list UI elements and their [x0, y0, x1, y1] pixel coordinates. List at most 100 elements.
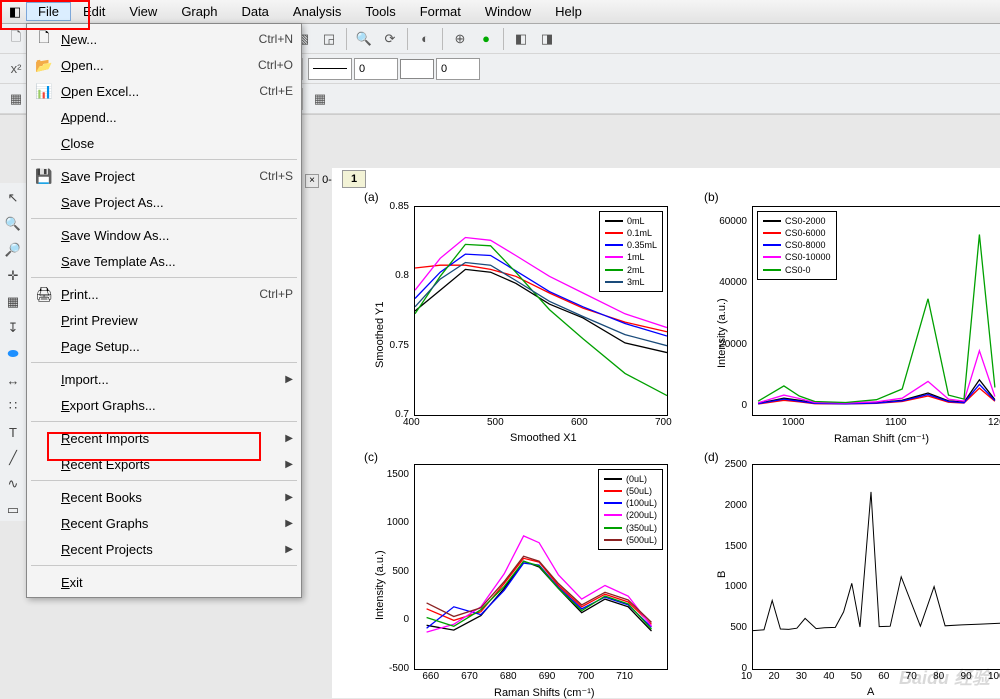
menu-separator: [31, 565, 297, 566]
fill-color-select[interactable]: [400, 59, 434, 79]
ellipse-tool[interactable]: ⬬: [2, 343, 24, 365]
submenu-arrow-icon: ▶: [285, 518, 293, 529]
menu-item-label: Append...: [55, 110, 293, 125]
submenu-arrow-icon: ▶: [285, 433, 293, 444]
file-menu-recent-projects[interactable]: Recent Projects▶: [27, 536, 301, 562]
file-menu-recent-exports[interactable]: Recent Exports▶: [27, 451, 301, 477]
graph-tab-1[interactable]: 1: [342, 170, 366, 188]
line-width-select[interactable]: 0: [354, 58, 398, 80]
tb-h[interactable]: 🔍: [352, 27, 376, 51]
superscript-button[interactable]: x²: [4, 57, 28, 81]
menu-view[interactable]: View: [117, 2, 169, 21]
tb3-a[interactable]: ▦: [4, 87, 28, 111]
line-tool[interactable]: ╱: [2, 447, 24, 469]
tb-l[interactable]: ●: [474, 27, 498, 51]
menu-item-label: Save Window As...: [55, 228, 293, 243]
menu-item-label: Exit: [55, 575, 293, 590]
tb-j[interactable]: ◐: [413, 27, 437, 51]
panel-c-label: (c): [364, 450, 378, 464]
menu-separator: [31, 159, 297, 160]
chart-d-ylabel: B: [716, 571, 728, 578]
border-width-select[interactable]: 0: [436, 58, 480, 80]
note-close-button[interactable]: ×: [305, 174, 319, 188]
file-menu-new[interactable]: 🗋New...Ctrl+N: [27, 26, 301, 52]
file-menu-export-graphs[interactable]: Export Graphs...: [27, 392, 301, 418]
arrow-tool[interactable]: ↧: [2, 317, 24, 339]
file-menu-exit[interactable]: Exit: [27, 569, 301, 595]
file-menu-page-setup[interactable]: Page Setup...: [27, 333, 301, 359]
menu-item-shortcut: Ctrl+P: [259, 287, 293, 301]
file-menu-save-project[interactable]: 💾Save ProjectCtrl+S: [27, 163, 301, 189]
file-menu-save-template-as[interactable]: Save Template As...: [27, 248, 301, 274]
menu-item-label: Close: [55, 136, 293, 151]
submenu-arrow-icon: ▶: [285, 492, 293, 503]
menu-edit[interactable]: Edit: [71, 2, 117, 21]
menu-item-icon: 📂: [33, 57, 55, 74]
file-menu-recent-books[interactable]: Recent Books▶: [27, 484, 301, 510]
menu-item-label: Recent Imports: [55, 431, 279, 446]
menu-graph[interactable]: Graph: [169, 2, 229, 21]
menu-separator: [31, 421, 297, 422]
file-menu-open[interactable]: 📂Open...Ctrl+O: [27, 52, 301, 78]
legend: CS0-2000CS0-6000CS0-8000CS0-10000CS0-0: [757, 211, 837, 280]
line-style-select[interactable]: [308, 58, 352, 80]
text-tool[interactable]: T: [2, 421, 24, 443]
tb-k[interactable]: ⊕: [448, 27, 472, 51]
file-menu-print[interactable]: 🖨Print...Ctrl+P: [27, 281, 301, 307]
menu-item-shortcut: Ctrl+O: [258, 58, 293, 72]
tb-i[interactable]: ⟳: [378, 27, 402, 51]
chart-c-ylabel: Intensity (a.u.): [374, 550, 386, 620]
pointer-tool[interactable]: ↖: [2, 187, 24, 209]
new-project-button[interactable]: 🗋: [4, 27, 28, 51]
menu-bar: ◧ FileEditViewGraphDataAnalysisToolsForm…: [0, 0, 1000, 24]
menu-item-icon: 🖨: [33, 286, 55, 303]
file-menu-append[interactable]: Append...: [27, 104, 301, 130]
file-menu-import[interactable]: Import...▶: [27, 366, 301, 392]
menu-item-icon: 🗋: [33, 27, 55, 51]
file-menu-save-project-as[interactable]: Save Project As...: [27, 189, 301, 215]
menu-data[interactable]: Data: [229, 2, 280, 21]
chart-b-xlabel: Raman Shift (cm⁻¹): [834, 432, 929, 445]
file-menu-close[interactable]: Close: [27, 130, 301, 156]
chart-c-xlabel: Raman Shifts (cm⁻¹): [494, 686, 595, 699]
range-tool[interactable]: ↔: [2, 369, 24, 391]
menu-separator: [31, 362, 297, 363]
menu-item-shortcut: Ctrl+S: [259, 169, 293, 183]
menu-item-label: Save Project As...: [55, 195, 293, 210]
menu-item-label: Open...: [55, 58, 258, 73]
file-menu-save-window-as[interactable]: Save Window As...: [27, 222, 301, 248]
grid-tool[interactable]: ▦: [2, 291, 24, 313]
zoom-out-tool[interactable]: 🔎: [2, 239, 24, 261]
tb-m[interactable]: ◧: [509, 27, 533, 51]
tb3-k[interactable]: ▦: [308, 87, 332, 111]
zoom-in-tool[interactable]: 🔍: [2, 213, 24, 235]
tb-n[interactable]: ◨: [535, 27, 559, 51]
menu-help[interactable]: Help: [543, 2, 594, 21]
menu-item-label: Import...: [55, 372, 279, 387]
file-menu-recent-imports[interactable]: Recent Imports ▶: [27, 425, 301, 451]
menu-format[interactable]: Format: [408, 2, 473, 21]
menu-analysis[interactable]: Analysis: [281, 2, 353, 21]
file-menu-open-excel[interactable]: 📊Open Excel...Ctrl+E: [27, 78, 301, 104]
file-menu-recent-graphs[interactable]: Recent Graphs▶: [27, 510, 301, 536]
graph-panel: 1 (a) 4005006007000.70.750.80.850mL0.1mL…: [332, 168, 1000, 698]
menu-item-label: Save Project: [55, 169, 259, 184]
menu-file[interactable]: File: [26, 2, 71, 21]
curve-tool[interactable]: ∿: [2, 473, 24, 495]
tb-g[interactable]: ◲: [317, 27, 341, 51]
vertical-toolbar: ↖ 🔍 🔎 ✛ ▦ ↧ ⬬ ↔ ∷ T ╱ ∿ ▭: [0, 183, 26, 521]
menu-item-label: Open Excel...: [55, 84, 259, 99]
panel-a-label: (a): [364, 190, 379, 204]
chart-a: 4005006007000.70.750.80.850mL0.1mL0.35mL…: [414, 206, 668, 416]
menu-tools[interactable]: Tools: [353, 2, 407, 21]
menu-window[interactable]: Window: [473, 2, 543, 21]
menu-item-shortcut: Ctrl+N: [259, 32, 293, 46]
mask-tool[interactable]: ∷: [2, 395, 24, 417]
menu-item-label: Recent Projects: [55, 542, 279, 557]
file-menu-print-preview[interactable]: Print Preview: [27, 307, 301, 333]
app-icon: ◧: [4, 4, 26, 20]
chart-d: 1020304050607080901000500100015002000250…: [752, 464, 1000, 670]
rect-tool[interactable]: ▭: [2, 499, 24, 521]
cross-tool[interactable]: ✛: [2, 265, 24, 287]
menu-item-label: Save Template As...: [55, 254, 293, 269]
